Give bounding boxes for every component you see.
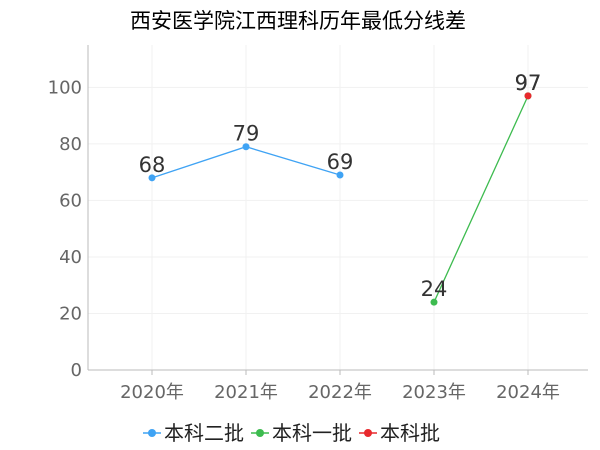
data-label: 24 — [421, 277, 448, 301]
data-label: 69 — [327, 150, 354, 174]
legend-swatch-marker — [148, 429, 156, 437]
grid — [88, 45, 588, 371]
legend-label: 本科批 — [380, 421, 440, 445]
y-tick-label: 40 — [59, 247, 82, 268]
data-point[interactable] — [524, 92, 532, 100]
y-tick-label: 100 — [48, 77, 82, 98]
data-point[interactable] — [242, 143, 250, 151]
legend-label: 本科二批 — [164, 421, 244, 445]
x-tick-label: 2023年 — [402, 382, 466, 403]
chart-title: 西安医学院江西理科历年最低分线差 — [130, 9, 466, 33]
x-tick-label: 2024年 — [496, 382, 560, 403]
x-tick-label: 2021年 — [214, 382, 278, 403]
data-label: 79 — [233, 122, 260, 146]
y-tick-label: 80 — [59, 134, 82, 155]
legend-label: 本科一批 — [272, 421, 352, 445]
legend-item[interactable]: 本科二批 — [143, 421, 244, 445]
y-tick-label: 60 — [59, 190, 82, 211]
legend-item[interactable]: 本科批 — [359, 421, 440, 445]
data-label: 97 — [515, 71, 542, 95]
y-tick-label: 0 — [71, 360, 82, 381]
data-point[interactable] — [148, 174, 156, 182]
x-tick-label: 2020年 — [120, 382, 184, 403]
series-line — [433, 95, 529, 303]
data-point[interactable] — [430, 298, 438, 306]
x-tick-label: 2022年 — [308, 382, 372, 403]
axes: 0 20 40 60 80 100 2020年 2021年 2022年 2023年 2024年 — [48, 45, 588, 403]
data-label: 68 — [139, 153, 166, 177]
y-tick-label: 20 — [59, 303, 82, 324]
series-layer — [148, 92, 532, 306]
data-point[interactable] — [336, 171, 344, 179]
legend-item[interactable]: 本科一批 — [251, 421, 352, 445]
legend-swatch-marker — [364, 429, 372, 437]
data-label: 97 — [515, 71, 542, 95]
legend-swatch-marker — [256, 429, 264, 437]
legend[interactable]: 本科二批 本科一批 本科批 — [143, 421, 440, 445]
